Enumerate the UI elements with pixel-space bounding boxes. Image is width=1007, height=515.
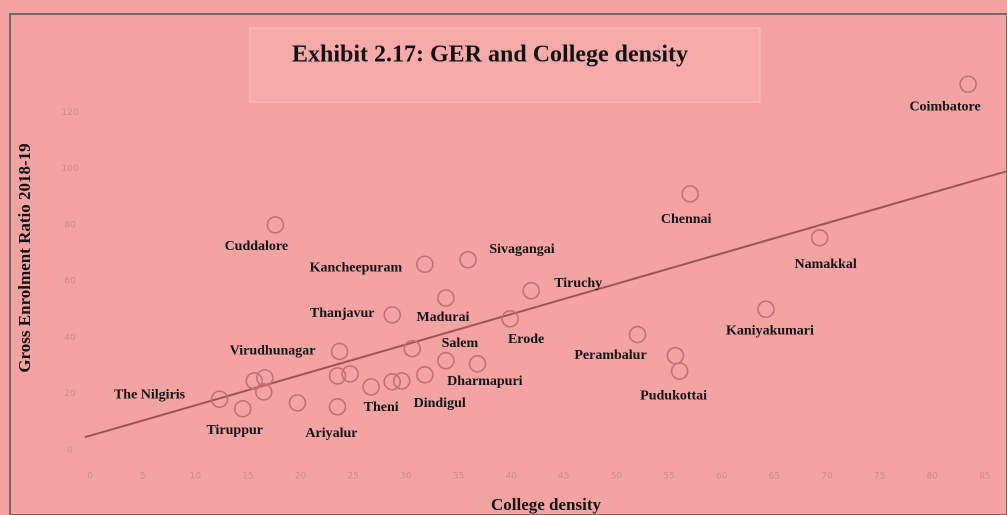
point-label: Madurai [416, 310, 469, 325]
y-tick-label: 60 [64, 277, 76, 287]
x-tick-label: 35 [453, 472, 464, 482]
point [341, 365, 359, 383]
point [256, 369, 274, 387]
x-axis-title: College density [491, 495, 602, 514]
point-label: Cuddalore [225, 239, 289, 254]
point [383, 306, 402, 324]
point [416, 365, 434, 384]
x-tick-label: 80 [927, 472, 939, 482]
point [383, 373, 402, 391]
y-tick-label: 120 [61, 108, 78, 118]
point-label: Tiruppur [206, 423, 263, 438]
point [254, 383, 273, 401]
point [666, 346, 685, 365]
y-tick-label: 40 [64, 333, 76, 343]
point-label: Thanjavur [310, 306, 375, 321]
x-tick-label: 5 [140, 472, 146, 482]
point [959, 75, 977, 94]
point-label: Erode [508, 332, 544, 347]
y-tick-label: 0 [67, 445, 73, 455]
x-tick-label: 60 [716, 472, 728, 482]
point-label: Coimbatore [909, 99, 980, 114]
point-label: Kaniyakumari [726, 323, 814, 338]
point-label: Perambalur [574, 348, 646, 363]
point [459, 250, 477, 269]
point-label: Virudhunagar [230, 344, 316, 359]
point [245, 372, 264, 390]
x-tick-label: 85 [979, 472, 990, 482]
x-tick-label: 70 [821, 472, 833, 482]
point [330, 342, 349, 361]
y-axis-title: Gross Enrolment Ratio 2018-19 [15, 143, 34, 372]
x-tick-label: 45 [558, 472, 569, 482]
point [522, 281, 540, 300]
x-tick-label: 30 [400, 472, 412, 482]
point [328, 367, 347, 385]
point [210, 390, 229, 409]
y-tick-label: 100 [61, 164, 78, 174]
point [468, 355, 487, 373]
point [362, 378, 380, 396]
point [416, 255, 434, 274]
point [266, 216, 285, 234]
point-label: Salem [442, 336, 479, 351]
x-tick-label: 40 [505, 472, 517, 482]
x-tick-label: 20 [295, 472, 307, 482]
point-label: Kancheepuram [310, 260, 403, 275]
chart-title: Exhibit 2.17: GER and College density [292, 42, 688, 68]
point [437, 351, 455, 370]
x-tick-label: 0 [87, 472, 93, 482]
point-label: Pudukottai [640, 388, 707, 403]
point [392, 372, 411, 390]
point [437, 289, 455, 307]
point-label: Namakkal [795, 257, 857, 272]
title-box [249, 27, 761, 103]
point [757, 300, 775, 319]
x-tick-label: 55 [663, 472, 674, 482]
x-tick-label: 25 [348, 472, 359, 482]
x-tick-label: 10 [190, 472, 202, 482]
point [810, 229, 829, 247]
point-label: The Nilgiris [114, 387, 186, 402]
y-tick-label: 20 [64, 389, 76, 399]
point [328, 398, 347, 416]
x-tick-label: 15 [242, 472, 253, 482]
point [681, 185, 699, 203]
point-label: Chennai [661, 212, 712, 227]
point-label: Ariyalur [305, 426, 357, 441]
point [403, 339, 422, 358]
point [288, 394, 307, 412]
point-label: Tiruchy [554, 276, 602, 291]
point [233, 400, 252, 418]
point-label: Dindigul [414, 396, 466, 411]
point-label: Sivagangai [489, 242, 554, 257]
x-tick-label: 75 [874, 472, 885, 482]
trendline [84, 170, 1007, 439]
x-tick-label: 65 [769, 472, 780, 482]
x-tick-label: 50 [611, 472, 623, 482]
point [501, 310, 519, 328]
y-tick-label: 80 [64, 220, 76, 230]
point [628, 325, 647, 344]
point-label: Theni [364, 400, 399, 415]
point-label: Dharmapuri [447, 374, 523, 389]
